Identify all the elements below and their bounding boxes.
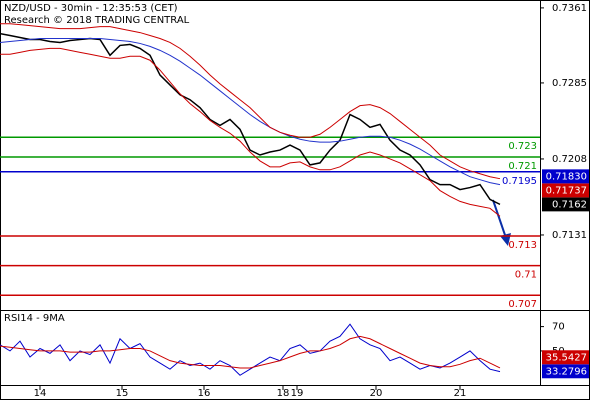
price-tag <box>542 169 589 184</box>
level-label: 0.707 <box>508 299 537 310</box>
price-tag <box>542 350 589 365</box>
price-tag-label: 0.71830 <box>546 171 587 182</box>
level-label: 0.723 <box>508 141 537 152</box>
x-tick-label: 15 <box>116 388 129 399</box>
series-line <box>0 47 501 217</box>
forecast-arrow <box>492 199 507 239</box>
x-tick-label: 20 <box>370 388 383 399</box>
series-line <box>0 32 501 206</box>
rsi-title: RSI14 - 9MA <box>4 313 65 324</box>
x-tick-label: 19 <box>291 388 304 399</box>
x-tick-label: 21 <box>454 388 467 399</box>
series-line <box>0 38 501 186</box>
level-label: 0.713 <box>508 240 537 251</box>
price-tag-label: 0.7162 <box>552 199 587 210</box>
price-tag <box>542 364 589 379</box>
level-label: 0.721 <box>508 161 537 172</box>
x-tick-label: 14 <box>34 388 47 399</box>
price-tag-label: 33.2796 <box>546 366 587 377</box>
y-tick-label: 0.7361 <box>552 3 587 14</box>
y-tick-label: 0.7131 <box>552 230 587 241</box>
price-tag-label: 35.5427 <box>546 352 587 363</box>
level-label: 0.71 <box>515 270 537 281</box>
price-tag <box>542 183 589 198</box>
y-tick-label: 0.7208 <box>552 154 587 165</box>
series-line <box>0 23 501 180</box>
y-tick-label: 0.7285 <box>552 78 587 89</box>
chart-title: NZD/USD - 30min - 12:35:53 (CET) <box>4 3 178 14</box>
x-tick-label: 18 <box>277 388 290 399</box>
y-tick-label: 70 <box>552 322 565 333</box>
level-label: 0.7195 <box>502 176 537 187</box>
subtitle: Research © 2018 TRADING CENTRAL <box>4 15 190 26</box>
price-tag-label: 0.71737 <box>546 185 587 196</box>
series-line <box>0 335 501 369</box>
price-tag <box>542 197 589 212</box>
x-tick-label: 16 <box>198 388 211 399</box>
